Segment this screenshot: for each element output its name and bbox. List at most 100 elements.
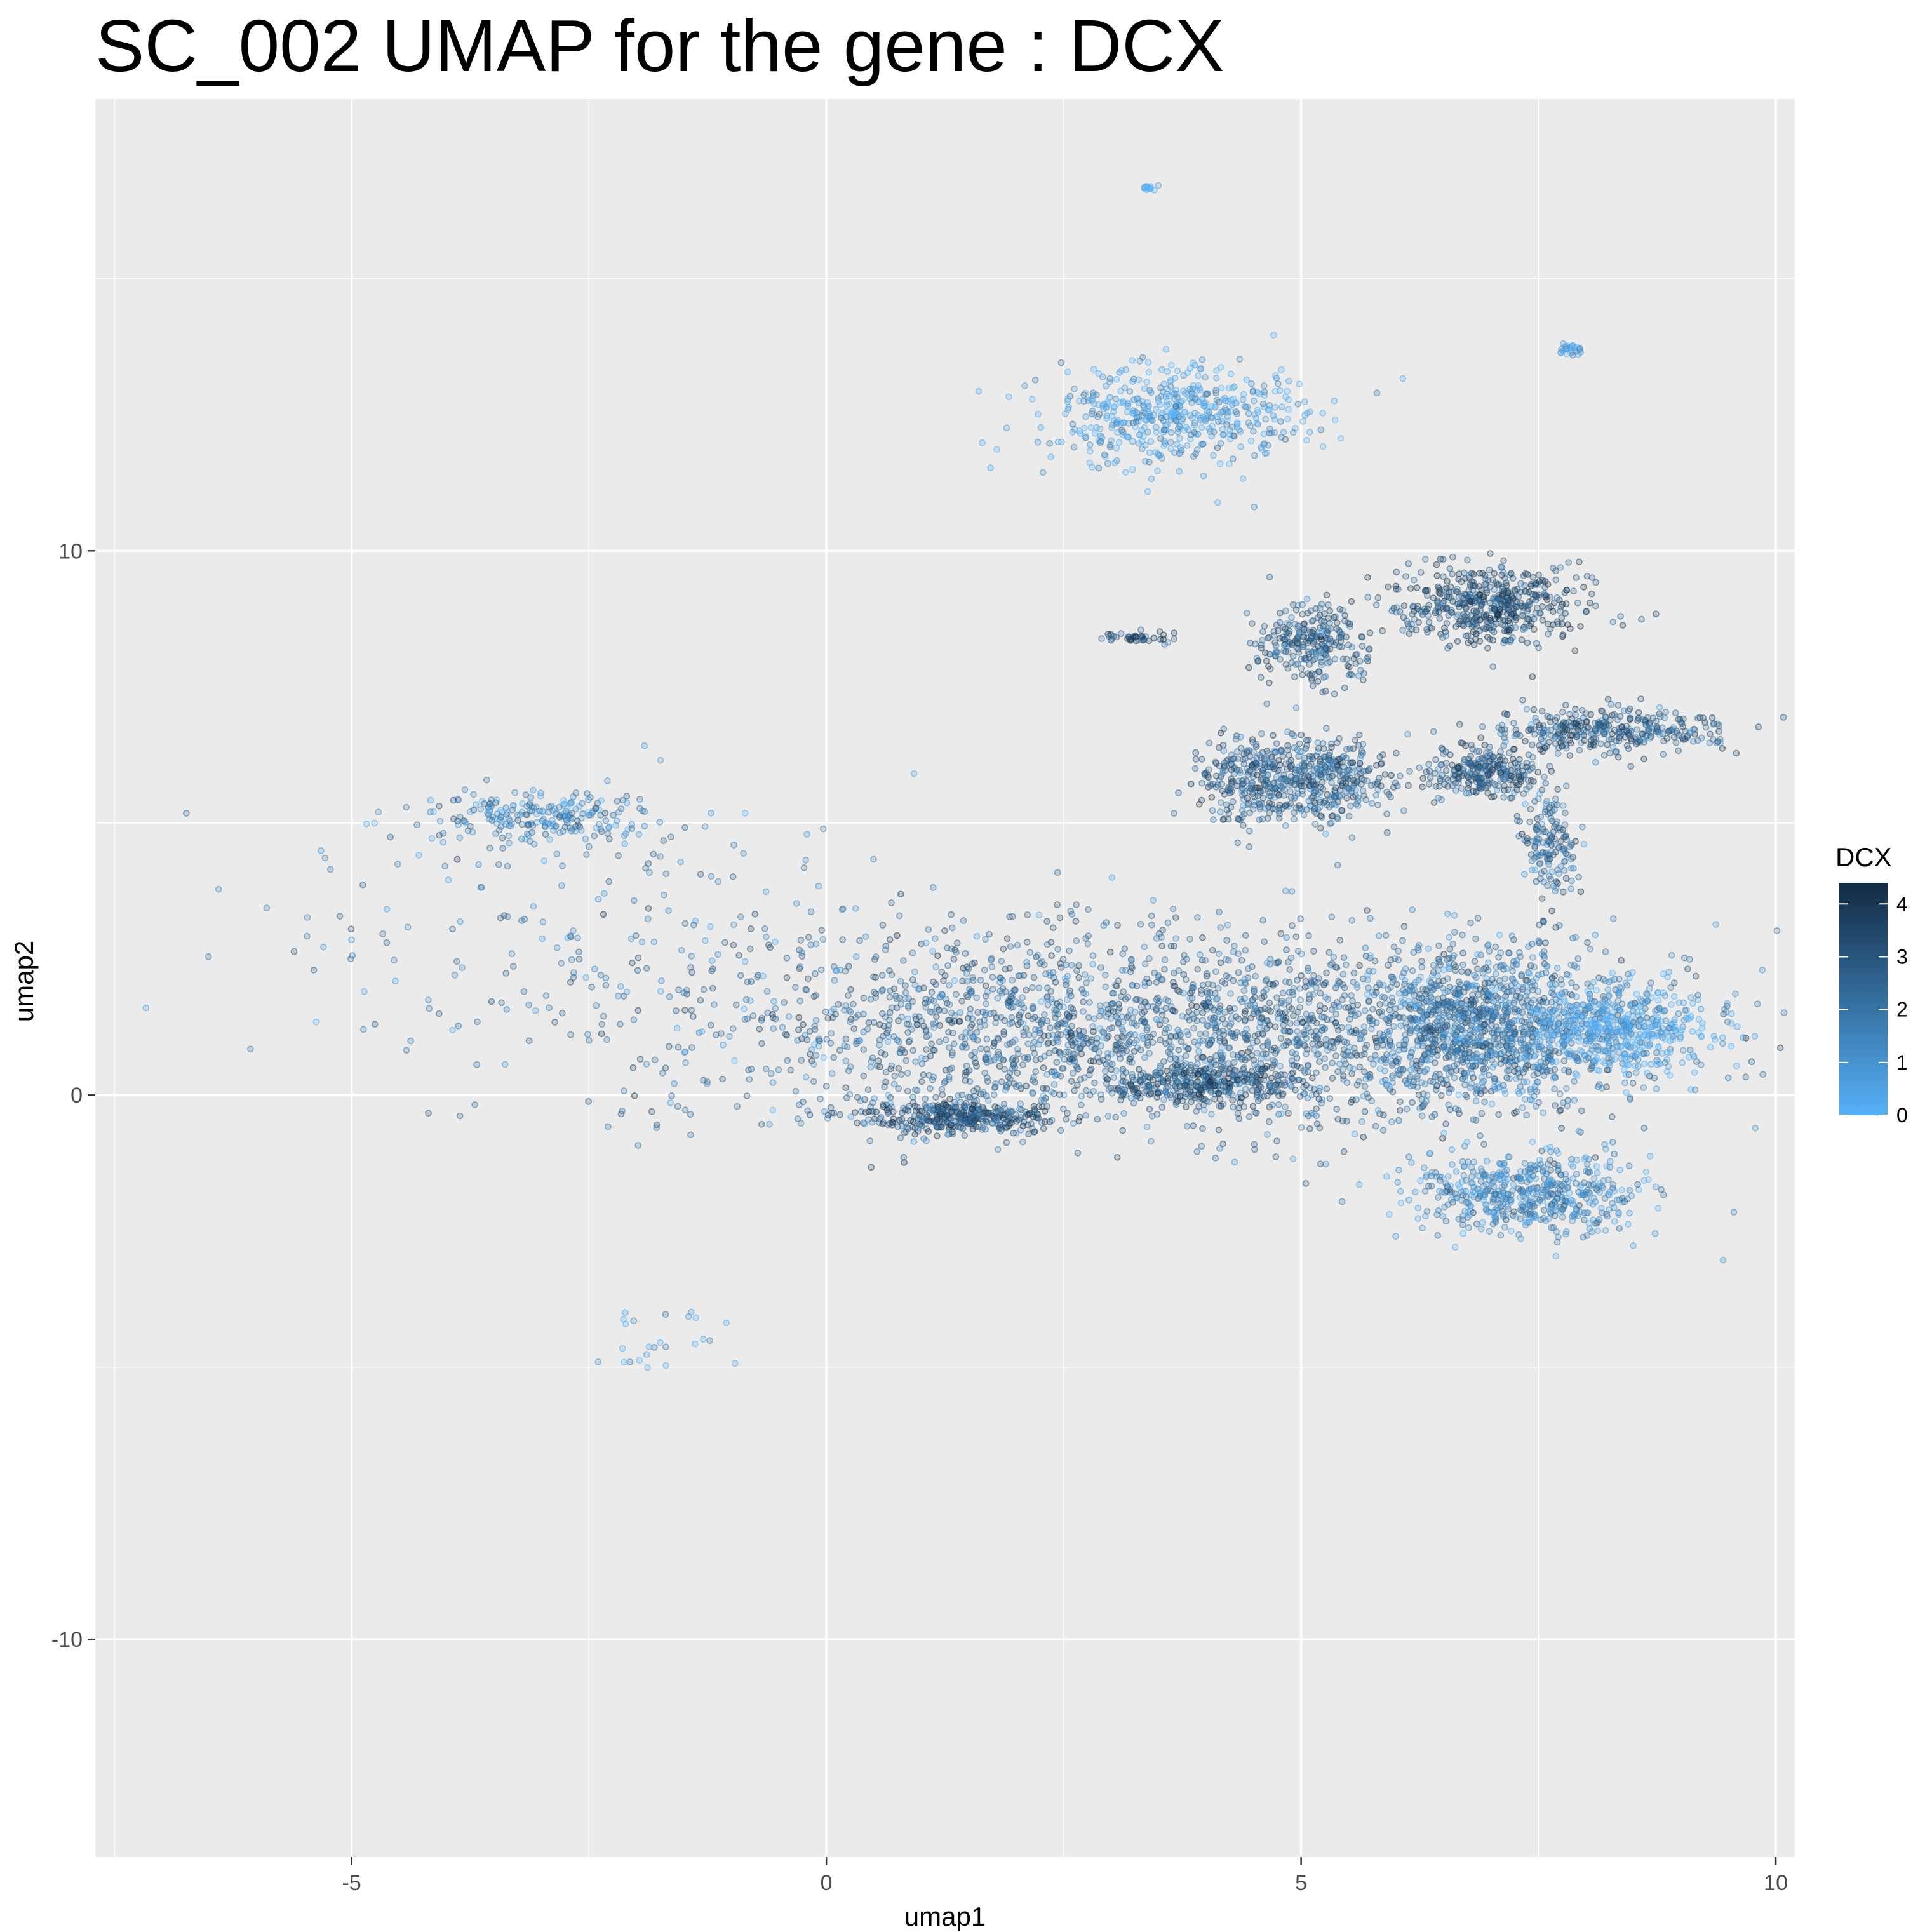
scatter-point [1663, 1049, 1671, 1056]
scatter-point [897, 1000, 905, 1008]
scatter-point [1020, 972, 1028, 979]
scatter-point [1078, 986, 1085, 993]
scatter-point [1218, 1103, 1225, 1110]
scatter-point [1277, 1063, 1284, 1070]
scatter-point [1418, 958, 1425, 965]
scatter-point [1531, 963, 1538, 971]
scatter-point [1202, 1065, 1210, 1072]
scatter-point [1495, 1111, 1502, 1118]
scatter-point [1216, 908, 1223, 916]
scatter-point [1488, 1100, 1496, 1108]
scatter-point [1029, 1015, 1036, 1023]
scatter-point [1458, 1067, 1465, 1075]
scatter-point [1006, 1069, 1014, 1076]
scatter-point [1241, 1070, 1248, 1077]
scatter-point [842, 1035, 850, 1043]
scatter-point [1605, 993, 1612, 1000]
scatter-point [886, 1016, 893, 1024]
scatter-point [1068, 1023, 1075, 1030]
scatter-point [1338, 1198, 1346, 1205]
scatter-point [1021, 1054, 1028, 1061]
scatter-point [1124, 1040, 1132, 1047]
scatter-point [1204, 988, 1211, 995]
scatter-point [1038, 1019, 1045, 1026]
scatter-point [841, 1042, 848, 1049]
scatter-point [969, 1122, 977, 1130]
scatter-point [856, 1036, 864, 1044]
scatter-point [1133, 1036, 1141, 1044]
scatter-point [1266, 1118, 1273, 1125]
scatter-point [1250, 987, 1258, 995]
scatter-point [993, 1115, 1000, 1123]
scatter-point [1660, 1191, 1667, 1198]
scatter-point [1291, 1062, 1298, 1069]
scatter-point [1677, 1035, 1684, 1043]
scatter-point [1348, 1070, 1355, 1077]
scatter-point [971, 1117, 979, 1124]
scatter-point [806, 1028, 814, 1035]
scatter-point [1330, 1044, 1337, 1052]
scatter-point [882, 1068, 890, 1076]
scatter-point [869, 1054, 876, 1062]
scatter-point [1306, 1125, 1313, 1132]
scatter-point [621, 1087, 627, 1094]
scatter-point [1006, 1120, 1014, 1127]
scatter-point [730, 941, 737, 949]
scatter-point [1468, 1179, 1475, 1187]
scatter-point [842, 967, 849, 975]
scatter-point [1521, 1019, 1528, 1026]
scatter-point [933, 1013, 940, 1021]
scatter-point [1397, 1003, 1404, 1010]
scatter-point [1153, 1111, 1161, 1118]
scatter-point [1414, 1083, 1421, 1091]
scatter-point [1030, 974, 1038, 981]
scatter-point [1475, 991, 1482, 998]
scatter-point [1531, 1083, 1539, 1090]
scatter-point [1144, 1042, 1151, 1049]
scatter-point [1087, 975, 1094, 982]
scatter-point [1343, 961, 1350, 969]
scatter-point [898, 1110, 906, 1117]
scatter-point [1332, 1019, 1339, 1026]
scatter-point [1114, 922, 1121, 929]
scatter-point [911, 1103, 918, 1110]
scatter-point [1625, 1221, 1632, 1228]
scatter-point [1562, 1021, 1570, 1028]
scatter-point [1553, 1238, 1561, 1246]
scatter-point [1462, 1038, 1470, 1045]
scatter-point [824, 1014, 832, 1022]
scatter-point [1421, 1164, 1428, 1172]
scatter-point [1041, 1118, 1049, 1125]
scatter-point [1320, 981, 1327, 988]
scatter-point [1508, 975, 1516, 983]
scatter-point [567, 1031, 574, 1038]
scatter-point [1621, 1014, 1628, 1022]
scatter-point [860, 995, 868, 1002]
scatter-point [1010, 1054, 1017, 1062]
scatter-point [1154, 1090, 1162, 1097]
scatter-point [1068, 1078, 1075, 1085]
scatter-point [1067, 908, 1074, 915]
scatter-point [946, 1044, 953, 1051]
scatter-point [1203, 972, 1211, 980]
scatter-point [1018, 1106, 1025, 1113]
scatter-point [1560, 1033, 1568, 1040]
scatter-point [930, 1073, 937, 1081]
scatter-point [1404, 1080, 1411, 1088]
scatter-point [1263, 1017, 1270, 1024]
scatter-point [1238, 1054, 1246, 1061]
scatter-point [994, 1146, 1002, 1153]
scatter-point [1748, 1058, 1755, 1065]
scatter-point [600, 1012, 607, 1020]
scatter-point [1083, 979, 1090, 986]
scatter-point [1313, 1120, 1321, 1127]
scatter-point [1472, 1097, 1480, 1104]
scatter-point [1367, 1055, 1374, 1063]
scatter-point [1379, 993, 1386, 1000]
scatter-point [1263, 959, 1271, 967]
scatter-point [1074, 1150, 1082, 1157]
scatter-point [1151, 969, 1158, 977]
scatter-point [1066, 989, 1073, 997]
scatter-point [1614, 1042, 1621, 1050]
scatter-point [1543, 963, 1551, 970]
